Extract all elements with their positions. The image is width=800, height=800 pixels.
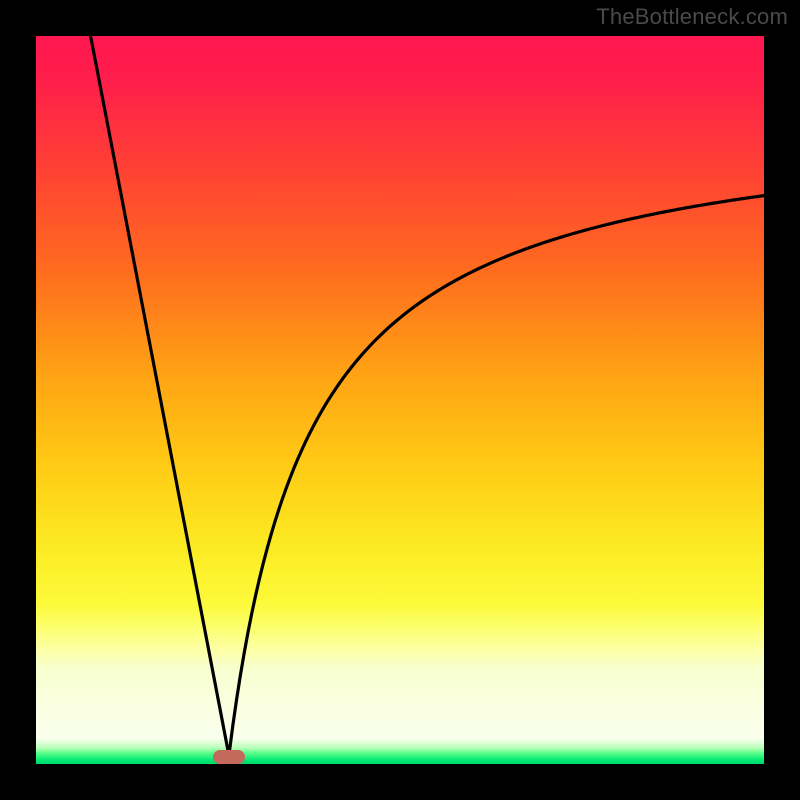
chart-container: TheBottleneck.com	[0, 0, 800, 800]
optimal-point-marker	[213, 750, 245, 764]
left-curve-segment	[91, 36, 229, 755]
bottleneck-curve-svg	[0, 0, 800, 800]
right-curve-segment	[229, 196, 764, 756]
watermark-text: TheBottleneck.com	[596, 4, 788, 30]
